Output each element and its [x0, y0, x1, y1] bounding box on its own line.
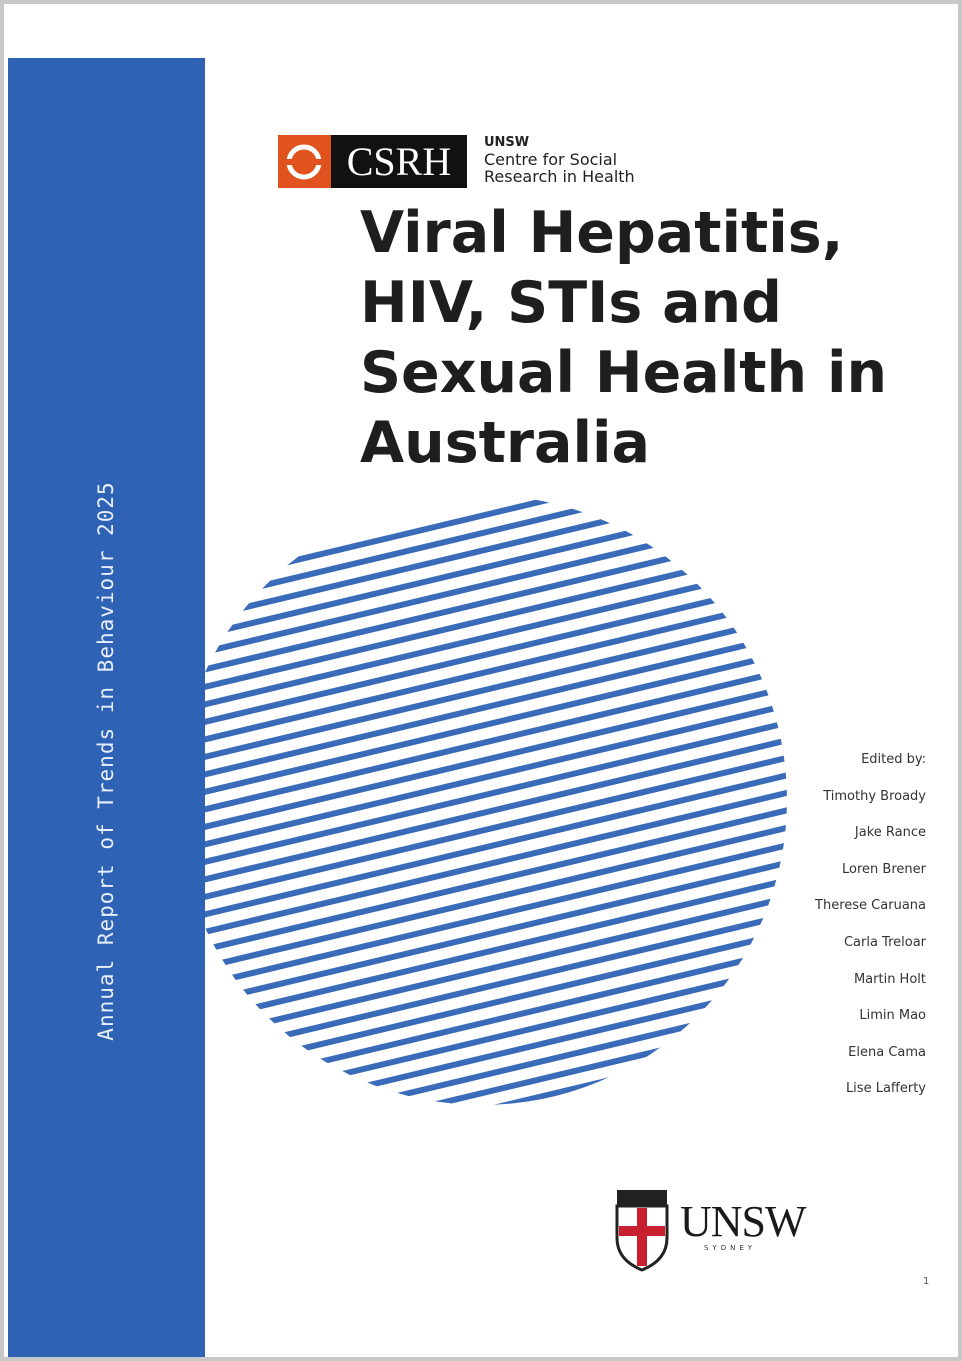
stripe [177, 956, 787, 1105]
logo-icon [278, 135, 331, 188]
stripe [177, 606, 787, 772]
stripe [177, 495, 787, 632]
editor-name: Loren Brener [842, 861, 926, 877]
stripe [177, 833, 787, 1000]
title-line: Viral Hepatitis, [360, 200, 844, 266]
editor-name: Timothy Broady [823, 788, 926, 804]
stripe [177, 921, 787, 1087]
stripe [177, 553, 787, 720]
stripe [177, 991, 787, 1105]
university-city: SYDNEY [704, 1244, 757, 1252]
stripe [177, 658, 787, 825]
stripe [177, 798, 787, 965]
editor-name: Carla Treloar [843, 934, 926, 950]
stripe [177, 851, 787, 1017]
editor-name: Jake Rance [854, 825, 926, 841]
stripe [177, 938, 787, 1105]
side-band [8, 58, 205, 1357]
stripe [177, 501, 787, 667]
logo-line: Centre for Social [484, 150, 618, 169]
stripe [177, 641, 787, 807]
logo-line: Research in Health [484, 167, 635, 186]
logo-mark: CSRH [331, 135, 467, 188]
stripe-graphic [177, 495, 787, 1105]
logo-text: UNSW Centre for Social Research in Healt… [484, 134, 635, 185]
side-text: Annual Report of Trends in Behaviour 202… [94, 481, 118, 1041]
stripe [177, 623, 787, 790]
stripe [177, 571, 787, 737]
page-number: 1 [923, 1276, 930, 1287]
title-line: HIV, STIs and [360, 270, 782, 336]
stripe [177, 868, 787, 1035]
stripe [177, 676, 787, 842]
stripe [177, 588, 787, 755]
stripe [177, 495, 787, 650]
stripe [177, 1026, 787, 1105]
title-line: Sexual Health in [360, 340, 888, 406]
editor-name: Therese Caruana [815, 898, 926, 914]
stripe [177, 518, 787, 685]
stripe [177, 711, 787, 877]
editor-name: Limin Mao [859, 1008, 926, 1024]
stripe [177, 693, 787, 860]
stripe [177, 728, 787, 895]
editor-name: Martin Holt [853, 971, 926, 987]
editor-name: Lise Lafferty [845, 1081, 926, 1097]
stripe [177, 886, 787, 1052]
university-name: UNSW [680, 1197, 807, 1246]
logo-org: UNSW [484, 135, 530, 150]
title-line: Australia [360, 410, 650, 476]
editors: Edited by: Timothy Broady Jake Rance Loren… [815, 742, 926, 1108]
stripe [177, 903, 787, 1070]
stripe [177, 973, 787, 1105]
stripe [177, 1043, 787, 1105]
stripe [177, 536, 787, 702]
editors-heading: Edited by: [861, 752, 926, 767]
stripe [177, 816, 787, 982]
editor-name: Elena Cama [848, 1044, 926, 1060]
stripe [177, 781, 787, 947]
crest [615, 1190, 669, 1272]
stripe [177, 1008, 787, 1105]
stripe [177, 746, 787, 912]
title: Viral Hepatitis, HIV, STIs and Sexual Heal… [360, 198, 887, 478]
stripe [177, 763, 787, 930]
